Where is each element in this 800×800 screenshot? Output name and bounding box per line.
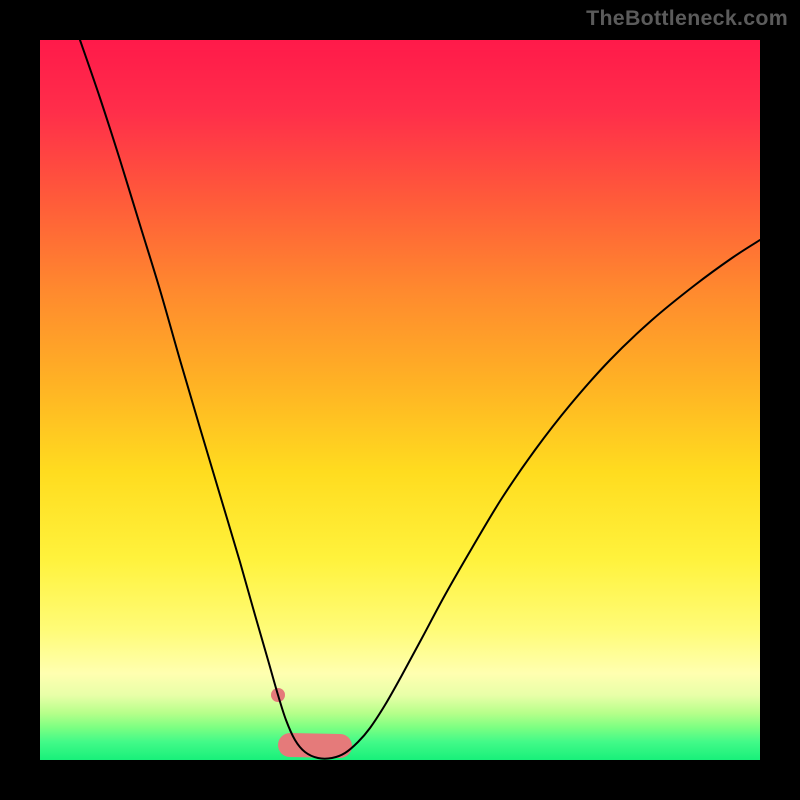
chart-plot-area: [40, 40, 760, 760]
chart-container: { "chart": { "type": "line", "canvas": {…: [0, 0, 800, 800]
gradient-background: [40, 40, 760, 760]
